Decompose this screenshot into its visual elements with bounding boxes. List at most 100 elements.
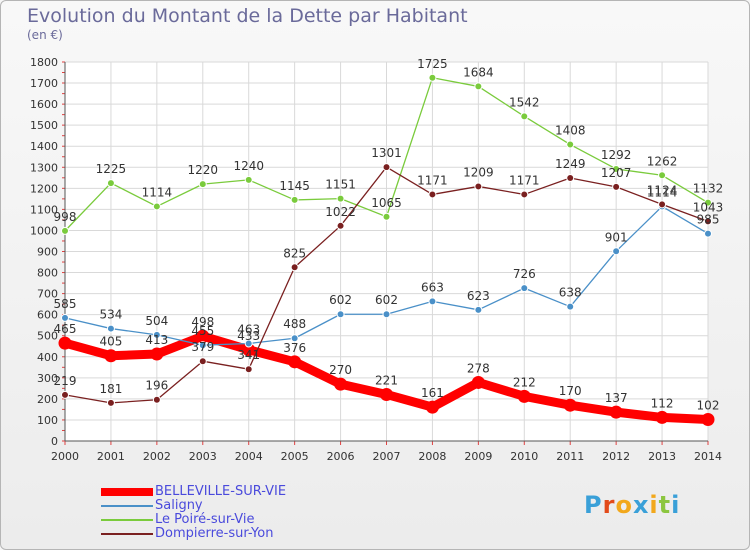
data-label-2: 1065	[371, 196, 402, 210]
data-label-2: 1292	[601, 148, 632, 162]
data-point-1	[474, 305, 483, 314]
logo-letter: x	[632, 491, 650, 519]
data-label-1: 1114	[647, 185, 678, 199]
legend-label: Dompierre-sur-Yon	[155, 526, 274, 541]
data-point-2	[428, 73, 437, 82]
y-tick-label: 1500	[30, 119, 58, 132]
legend-swatch	[101, 505, 153, 507]
data-label-2: 1262	[647, 154, 678, 168]
data-point-3	[106, 398, 115, 407]
data-label-3: 196	[145, 379, 168, 393]
y-tick-label: 600	[37, 309, 58, 322]
data-label-0: 212	[513, 375, 536, 389]
data-label-0: 221	[375, 373, 398, 387]
x-tick-label: 2010	[510, 450, 538, 463]
data-point-3	[612, 182, 621, 191]
data-label-1: 602	[329, 293, 352, 307]
x-tick-label: 2000	[51, 450, 79, 463]
data-point-2	[704, 198, 712, 207]
legend-label: Saligny	[155, 498, 203, 513]
data-label-3: 1022	[325, 205, 356, 219]
data-point-1	[290, 334, 299, 343]
data-label-1: 726	[513, 267, 536, 281]
data-point-0	[380, 387, 393, 401]
data-label-0: 170	[559, 384, 582, 398]
data-label-2: 1725	[417, 57, 448, 71]
y-tick-label: 1200	[30, 182, 58, 195]
data-label-3: 1171	[509, 173, 540, 187]
data-label-1: 623	[467, 289, 490, 303]
data-point-3	[382, 163, 391, 172]
data-point-2	[658, 171, 667, 180]
data-point-1	[244, 339, 253, 348]
data-point-1	[198, 341, 207, 350]
y-tick-label: 400	[37, 351, 58, 364]
x-tick-label: 2007	[373, 450, 401, 463]
data-point-2	[566, 140, 575, 149]
x-tick-label: 2005	[281, 450, 309, 463]
legend-item: Le Poiré-sur-Vie	[101, 512, 361, 527]
x-tick-label: 2012	[602, 450, 630, 463]
data-point-0	[609, 405, 623, 419]
data-point-3	[61, 390, 69, 399]
data-point-3	[290, 263, 299, 272]
logo-letter: r	[602, 491, 616, 519]
data-point-1	[520, 284, 529, 293]
data-label-0: 413	[145, 333, 168, 347]
logo-letter: i	[649, 491, 659, 519]
data-point-0	[655, 410, 669, 424]
y-tick-label: 1300	[30, 161, 58, 174]
x-tick-label: 2003	[189, 450, 217, 463]
data-point-1	[704, 229, 712, 238]
logo-letter: o	[615, 491, 633, 519]
data-label-1: 488	[283, 317, 306, 331]
legend-label: Le Poiré-sur-Vie	[155, 512, 255, 527]
y-tick-label: 1100	[30, 203, 58, 216]
data-label-1: 504	[145, 314, 168, 328]
line-chart: 0 100 200 300 400 500 600 700 800 900 1000 1100 1200…	[30, 56, 724, 463]
data-label-0: 498	[191, 315, 214, 329]
data-point-1	[566, 302, 575, 311]
data-label-2: 1220	[188, 163, 219, 177]
x-tick-label: 2004	[235, 450, 263, 463]
y-tick-label: 1400	[30, 140, 58, 153]
data-point-2	[474, 82, 483, 91]
logo-letter: t	[658, 491, 672, 519]
data-label-2: 1145	[279, 179, 310, 193]
data-label-3: 379	[191, 340, 214, 354]
data-point-1	[336, 310, 345, 319]
y-tick-label: 1700	[30, 77, 58, 90]
data-point-0	[517, 389, 531, 403]
y-tick-label: 0	[51, 435, 58, 448]
data-label-3: 1209	[463, 165, 494, 179]
data-point-0	[288, 355, 302, 369]
data-point-3	[336, 221, 345, 230]
data-point-0	[425, 400, 439, 414]
data-label-0: 161	[421, 386, 444, 400]
y-tick-label: 700	[37, 288, 58, 301]
data-point-1	[152, 330, 161, 339]
data-label-1: 663	[421, 280, 444, 294]
x-tick-label: 2009	[464, 450, 492, 463]
data-point-0	[242, 343, 256, 357]
x-tick-label: 2002	[143, 450, 171, 463]
data-point-3	[658, 200, 667, 209]
data-label-0: 270	[329, 363, 352, 377]
data-label-0: 376	[283, 341, 306, 355]
data-point-1	[382, 310, 391, 319]
legend-item: BELLEVILLE-SUR-VIE	[101, 484, 361, 499]
data-point-1	[612, 247, 621, 256]
y-tick-label: 800	[37, 267, 58, 280]
x-tick-label: 2006	[327, 450, 355, 463]
data-label-2: 1132	[693, 182, 724, 196]
data-point-3	[704, 217, 712, 226]
chart-title: Evolution du Montant de la Dette par Hab…	[27, 5, 468, 27]
data-point-0	[104, 349, 118, 363]
y-tick-label: 900	[37, 246, 58, 259]
y-tick-label: 1600	[30, 98, 58, 111]
x-tick-label: 2008	[418, 450, 446, 463]
data-point-0	[701, 413, 715, 427]
data-point-3	[244, 365, 253, 374]
data-label-1: 638	[559, 286, 582, 300]
